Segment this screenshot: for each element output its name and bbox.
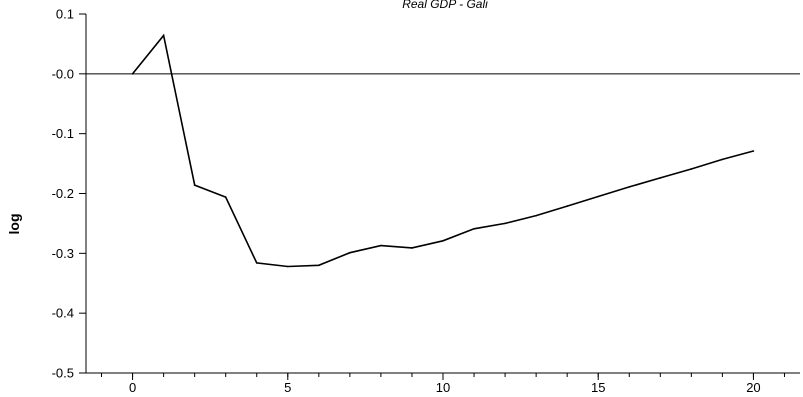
y-tick-label: -0.4 [52,306,74,321]
data-point [349,251,351,254]
chart-title: Real GDP - Gali [402,0,488,11]
x-tick-label: 0 [129,380,136,395]
data-point [566,205,568,207]
data-point [286,265,289,268]
y-tick-label: -0.1 [52,126,74,141]
x-tick-label: 10 [436,380,450,395]
data-point [628,186,631,188]
data-point [162,34,165,37]
data-point [690,168,693,170]
data-point [597,195,600,198]
series-line [131,33,754,268]
y-tick-label: -0.3 [52,246,74,261]
data-point [659,177,662,179]
axes: 0.1 -0.0 -0.1 -0.2 -0.3 -0.4 -0.5 0 5 10 15 20 [52,7,800,395]
y-tick-label: 0.1 [56,7,74,22]
x-tick-label: 20 [746,380,760,395]
y-tick-label: -0.2 [52,186,74,201]
data-point [193,184,196,186]
data-point [473,228,475,230]
data-point [535,214,537,217]
y-axis-title: log [6,214,22,235]
data-point [504,222,506,225]
y-tick-label: -0.5 [52,366,74,381]
data-point [318,264,320,267]
data-point [380,244,382,247]
data-point [224,196,227,198]
data-point [721,158,724,161]
data-point [442,239,444,242]
x-tick-label: 5 [284,380,291,395]
x-tick-label: 15 [591,380,605,395]
y-tick-label: -0.0 [52,66,74,81]
data-point [752,150,755,152]
chart-marks [131,33,755,268]
data-point [131,73,134,75]
data-point [411,247,413,249]
data-point [255,262,258,264]
